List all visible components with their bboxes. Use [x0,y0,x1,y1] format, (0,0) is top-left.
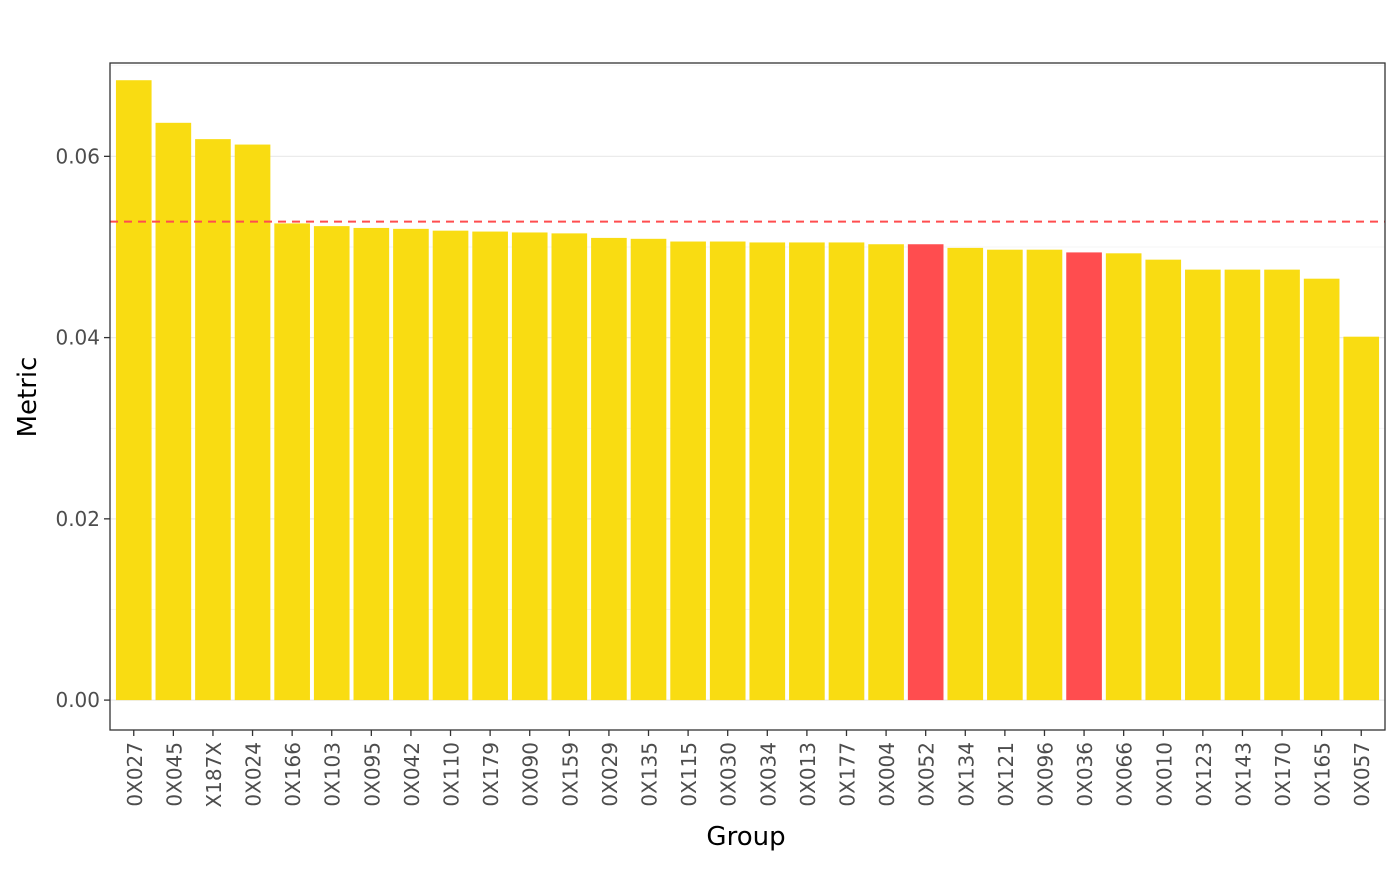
bar-0x052 [907,244,944,701]
bar-x187x [195,139,231,701]
panel-border [109,62,1386,731]
x-tick-label: 0X143 [1231,742,1255,807]
x-tick-label: 0X121 [994,742,1018,807]
y-tick-label: 0.02 [55,507,100,531]
bar-0x165 [1303,278,1340,701]
bar-0x177 [828,242,865,701]
bar-0x110 [432,230,469,701]
x-tick-label: 0X010 [1152,742,1176,807]
x-tick-label: 0X029 [598,742,622,807]
x-tick-label: 0X034 [756,742,780,807]
x-tick-label: 0X024 [242,742,266,807]
x-tick-label: 0X177 [835,742,859,807]
bar-0x004 [868,244,904,701]
bar-0x027 [115,80,152,701]
y-tick-label: 0.04 [55,326,100,350]
x-tick-label: 0X030 [717,742,741,807]
x-tick-label: 0X057 [1350,742,1374,807]
bar-0x143 [1224,269,1261,701]
bar-0x103 [313,226,350,701]
x-tick-label: 0X004 [875,742,899,807]
y-tick-label: 0.00 [55,688,100,712]
x-tick-label: 0X179 [479,742,503,807]
x-tick-label: 0X165 [1311,742,1335,807]
bar-0x166 [274,223,310,701]
x-tick-label: 0X052 [915,742,939,807]
x-tick-label: 0X013 [796,742,820,807]
bar-0x024 [234,144,271,701]
x-tick-label: 0X166 [281,742,305,807]
bar-0x179 [472,231,508,701]
x-tick-label: 0X042 [400,742,424,807]
bars [115,80,1380,701]
x-tick-label: 0X095 [360,742,384,807]
bar-0x096 [1026,249,1063,701]
bar-0x123 [1185,269,1221,701]
bar-0x013 [789,242,825,701]
x-tick-label: 0X066 [1113,742,1137,807]
x-tick-label: X187X [202,742,226,808]
x-axis-title: Group [706,822,785,852]
bar-0x034 [749,242,786,701]
x-tick-label: 0X135 [638,742,662,807]
x-tick-label: 0X159 [558,742,582,807]
x-tick-label: 0X123 [1192,742,1216,807]
x-tick-label: 0X103 [321,742,345,807]
x-tick-label: 0X115 [677,742,701,807]
x-tick-label: 0X036 [1073,742,1097,807]
bar-0x029 [591,237,627,701]
axes: 0X027 0X045 X187X 0X024 0X166 0X103 0X095 0X042… [55,144,1374,807]
x-tick-label: 0X090 [519,742,543,807]
bar-0x030 [709,241,746,701]
bar-0x045 [155,122,192,701]
bar-0x134 [947,247,984,701]
bar-0x170 [1264,269,1300,701]
x-tick-label: 0X134 [954,742,978,807]
bar-0x121 [987,249,1023,701]
bar-0x115 [670,241,706,701]
x-tick-label: 0X027 [123,742,147,807]
x-tick-label: 0X045 [162,742,186,807]
bar-0x042 [393,228,429,701]
bar-0x066 [1105,253,1142,701]
bar-0x036 [1066,252,1102,701]
x-tick-label: 0X170 [1271,742,1295,807]
bar-0x010 [1145,259,1182,701]
bar-0x090 [511,232,548,701]
bar-0x135 [630,238,667,701]
bar-0x159 [551,233,588,701]
bar-0x095 [353,227,390,701]
x-tick-label: 0X110 [440,742,464,807]
y-tick-label: 0.06 [55,144,100,168]
y-axis-title: Metric [13,357,43,438]
bar-0x057 [1343,336,1380,701]
x-tick-label: 0X096 [1033,742,1057,807]
